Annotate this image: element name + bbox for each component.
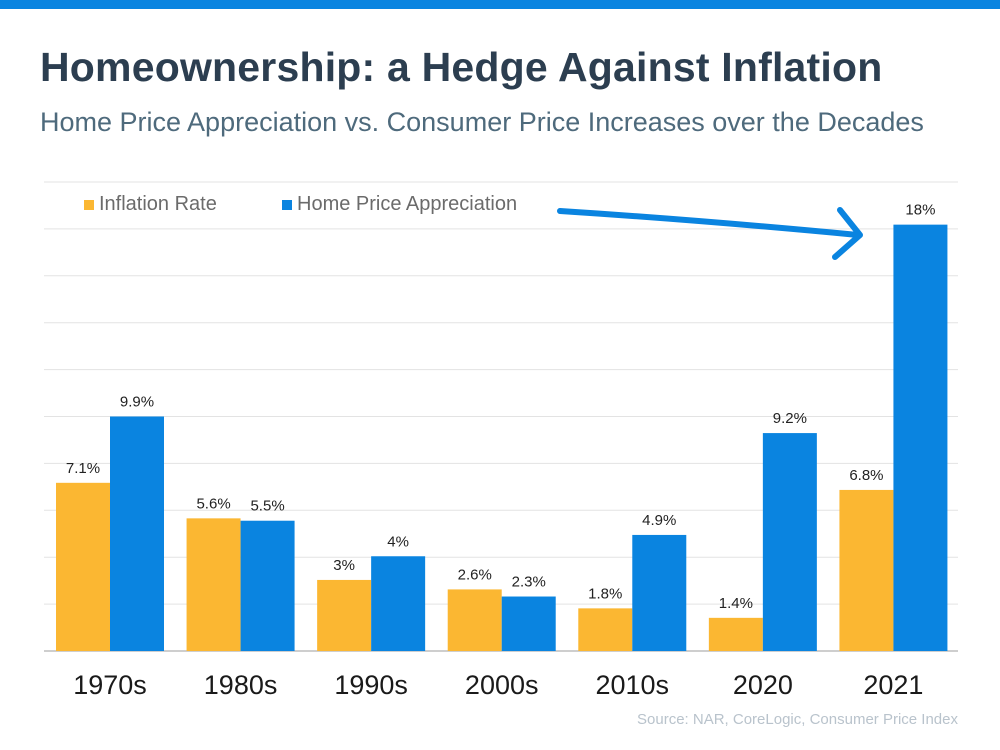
arrow-annotation [557,207,863,260]
gridlines [44,181,958,652]
category-label-1980s: 1980s [204,670,278,700]
arrow-head-icon [832,207,863,260]
page-subtitle: Home Price Appreciation vs. Consumer Pri… [40,107,924,137]
appreciation-bar-2000s [501,596,556,651]
appreciation-bar-2010s [632,534,687,651]
category-label-1970s: 1970s [73,670,147,700]
legend: Inflation Rate Home Price Appreciation [84,193,517,215]
category-labels: 1970s 1980s 1990s 2000s 2010s 2020 2021 [73,670,923,700]
appreciation-value-label-1970s: 9.9% [120,394,154,411]
source-note: Source: NAR, CoreLogic, Consumer Price I… [637,711,958,728]
top-accent-bar [0,0,1000,9]
legend-label-inflation: Inflation Rate [99,193,217,215]
category-label-2010s: 2010s [595,670,669,700]
category-label-2020: 2020 [733,670,793,700]
appreciation-value-label-2010s: 4.9% [642,512,676,529]
appreciation-value-label-1990s: 4% [387,533,409,550]
legend-label-appreciation: Home Price Appreciation [297,193,517,215]
inflation-bar-2000s [447,589,502,651]
appreciation-bar-1970s [110,416,164,651]
inflation-value-label-2010s: 1.8% [588,585,622,602]
category-label-2000s: 2000s [465,670,539,700]
bars [56,224,948,652]
appreciation-bar-2021 [893,224,948,652]
inflation-value-label-2021: 6.8% [849,467,883,484]
appreciation-value-label-2021: 18% [905,202,935,219]
bar-value-labels: 7.1% 9.9% 5.6% 5.5% 3% 4% 2.6% 2.3% 1.8% 4.9% 1.4%… [66,202,936,612]
legend-swatch-appreciation [282,200,292,210]
appreciation-bar-1980s [240,520,295,651]
arrow-line [557,208,861,238]
inflation-value-label-1970s: 7.1% [66,460,100,477]
appreciation-value-label-2020: 9.2% [773,410,807,427]
inflation-bar-1980s [186,518,241,651]
page-title: Homeownership: a Hedge Against Inflation [40,44,883,90]
appreciation-value-label-1980s: 5.5% [250,498,284,515]
inflation-value-label-1980s: 5.6% [196,495,230,512]
inflation-bar-2020 [708,617,763,651]
inflation-bar-1970s [56,482,110,651]
inflation-value-label-2000s: 2.6% [458,566,492,583]
appreciation-bar-1990s [371,556,426,651]
inflation-value-label-1990s: 3% [333,557,355,574]
legend-swatch-inflation [84,200,94,210]
category-label-1990s: 1990s [334,670,408,700]
category-label-2021: 2021 [863,670,923,700]
inflation-bar-1990s [317,579,372,651]
inflation-bar-2010s [578,608,633,651]
inflation-value-label-2020: 1.4% [719,595,753,612]
appreciation-bar-2020 [762,433,817,651]
inflation-bar-2021 [839,489,894,651]
appreciation-value-label-2000s: 2.3% [512,574,546,591]
